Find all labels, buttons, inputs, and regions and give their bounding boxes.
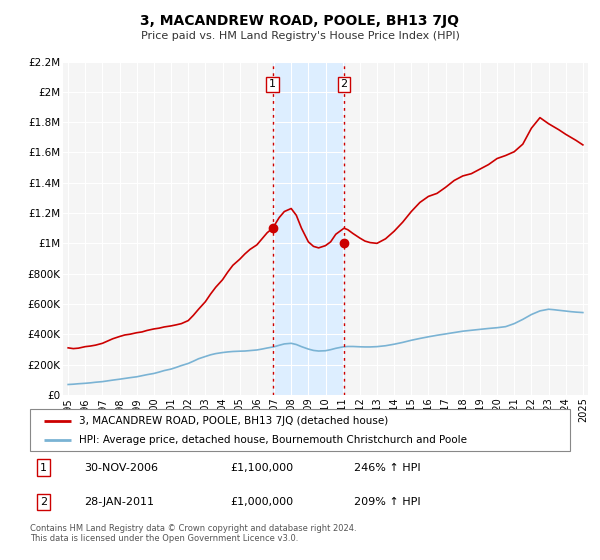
Text: 3, MACANDREW ROAD, POOLE, BH13 7JQ: 3, MACANDREW ROAD, POOLE, BH13 7JQ	[140, 14, 460, 28]
Text: 1: 1	[269, 80, 276, 89]
Bar	[272, 62, 344, 395]
Text: £1,100,000: £1,100,000	[230, 463, 293, 473]
Text: Contains HM Land Registry data © Crown copyright and database right 2024.
This d: Contains HM Land Registry data © Crown c…	[30, 524, 356, 543]
Text: 30-NOV-2006: 30-NOV-2006	[84, 463, 158, 473]
Text: £1,000,000: £1,000,000	[230, 497, 293, 507]
Text: Price paid vs. HM Land Registry's House Price Index (HPI): Price paid vs. HM Land Registry's House …	[140, 31, 460, 41]
Text: 2: 2	[40, 497, 47, 507]
Text: 3, MACANDREW ROAD, POOLE, BH13 7JQ (detached house): 3, MACANDREW ROAD, POOLE, BH13 7JQ (deta…	[79, 416, 388, 426]
Text: 209% ↑ HPI: 209% ↑ HPI	[354, 497, 421, 507]
FancyBboxPatch shape	[30, 409, 570, 451]
Text: 2: 2	[340, 80, 347, 89]
Text: 28-JAN-2011: 28-JAN-2011	[84, 497, 154, 507]
Text: HPI: Average price, detached house, Bournemouth Christchurch and Poole: HPI: Average price, detached house, Bour…	[79, 435, 467, 445]
Text: 246% ↑ HPI: 246% ↑ HPI	[354, 463, 421, 473]
Text: 1: 1	[40, 463, 47, 473]
